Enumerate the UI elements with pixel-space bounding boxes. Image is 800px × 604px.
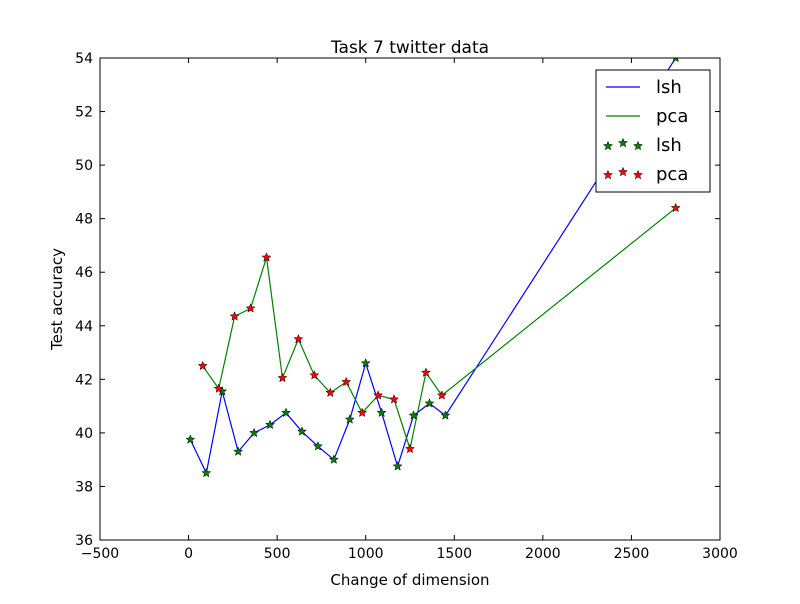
data-point-lsh [376, 407, 387, 418]
legend-star-swatch [617, 137, 629, 148]
data-point-lsh [360, 357, 371, 368]
legend-item: pca [602, 164, 688, 185]
data-point-lsh [249, 427, 260, 438]
data-point-lsh [185, 434, 196, 444]
plot-frame [99, 57, 721, 541]
legend-label: pca [656, 164, 688, 185]
x-tick-label: 1000 [348, 546, 384, 562]
data-point-lsh [424, 398, 435, 408]
legend-star-swatch [602, 140, 614, 151]
y-tick-label: 40 [75, 426, 93, 442]
data-point-pca [670, 202, 681, 213]
legend-label: lsh [656, 77, 682, 98]
x-tick-label: 1500 [436, 546, 472, 562]
legend-box [595, 69, 711, 193]
data-point-pca [213, 383, 224, 393]
legend-label: pca [656, 106, 688, 127]
data-point-lsh [392, 461, 403, 471]
data-point-lsh [296, 426, 307, 436]
legend-star-swatch [632, 140, 644, 151]
y-tick-label: 44 [75, 319, 93, 335]
data-point-pca [325, 387, 336, 397]
x-tick-label: 2500 [614, 546, 650, 562]
legend-item: lsh [602, 135, 682, 156]
data-point-pca [373, 390, 384, 400]
y-tick-label: 46 [75, 265, 93, 281]
chart-title: Task 7 twitter data [330, 38, 489, 58]
data-point-pca [436, 390, 447, 400]
data-point-pca [389, 394, 400, 404]
data-point-lsh [233, 446, 244, 456]
x-tick-label: 3000 [702, 546, 738, 562]
data-point-lsh [312, 440, 323, 451]
legend-star-swatch [602, 169, 614, 180]
data-point-pca [293, 333, 304, 344]
legend-item: lsh [606, 77, 682, 98]
legend-item: pca [606, 106, 688, 127]
y-tick-label: 38 [75, 479, 93, 495]
data-point-pca [197, 360, 208, 371]
series-line-lsh [189, 58, 677, 475]
y-axis-label: Test accuracy [48, 248, 66, 351]
data-point-pca [420, 367, 431, 377]
data-point-lsh [328, 454, 339, 464]
x-tick-label: 2000 [525, 546, 561, 562]
data-point-pca [309, 370, 320, 380]
data-point-pca [245, 303, 256, 313]
y-tick-label: 50 [75, 158, 93, 174]
data-point-pca [404, 443, 416, 454]
legend-label: lsh [656, 135, 682, 156]
y-tick-label: 54 [75, 51, 93, 67]
legend: lsh pca lsh pca [595, 69, 711, 193]
data-point-pca [229, 311, 240, 321]
data-point-pca [357, 407, 368, 418]
data-point-lsh [440, 410, 451, 420]
legend-star-swatch [617, 166, 629, 177]
y-tick-label: 48 [75, 212, 93, 228]
data-point-pca [261, 252, 272, 262]
x-axis-label: Change of dimension [330, 571, 489, 589]
y-tick-label: 36 [75, 533, 93, 549]
data-point-pca [341, 376, 352, 387]
data-point-pca [277, 372, 288, 383]
axis-ticks: −500 0 500 1000 1500 2000 2500 3000 36 38 40 42 44 46… [75, 51, 738, 562]
data-point-lsh [265, 419, 276, 430]
x-tick-label: 0 [184, 546, 193, 562]
data-point-lsh [201, 467, 212, 478]
data-point-lsh [344, 414, 355, 424]
series-line-pca [202, 207, 677, 452]
data-point-lsh [408, 410, 419, 420]
y-tick-label: 42 [75, 372, 93, 388]
y-tick-label: 52 [75, 105, 93, 121]
plot-data [185, 58, 681, 478]
x-tick-label: −500 [81, 546, 119, 562]
data-point-lsh [280, 407, 292, 418]
legend-star-swatch [632, 169, 644, 180]
data-point-lsh [672, 58, 679, 63]
x-tick-label: 500 [264, 546, 291, 562]
